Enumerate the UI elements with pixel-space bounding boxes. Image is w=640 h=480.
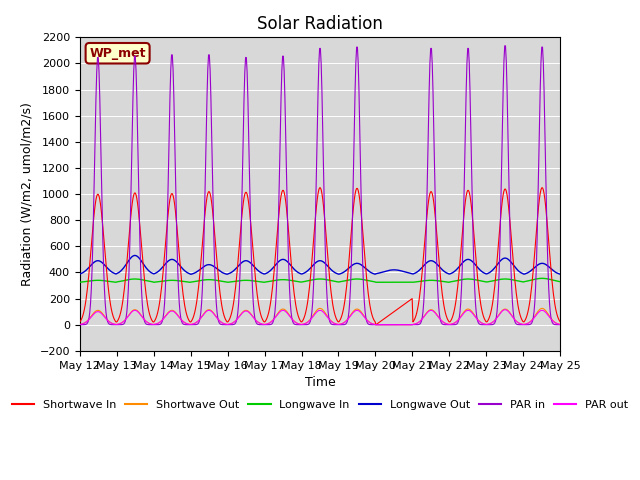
X-axis label: Time: Time: [305, 376, 335, 389]
Y-axis label: Radiation (W/m2, umol/m2/s): Radiation (W/m2, umol/m2/s): [21, 102, 34, 286]
Text: WP_met: WP_met: [90, 47, 146, 60]
Legend: Shortwave In, Shortwave Out, Longwave In, Longwave Out, PAR in, PAR out: Shortwave In, Shortwave Out, Longwave In…: [7, 396, 633, 414]
Title: Solar Radiation: Solar Radiation: [257, 15, 383, 33]
